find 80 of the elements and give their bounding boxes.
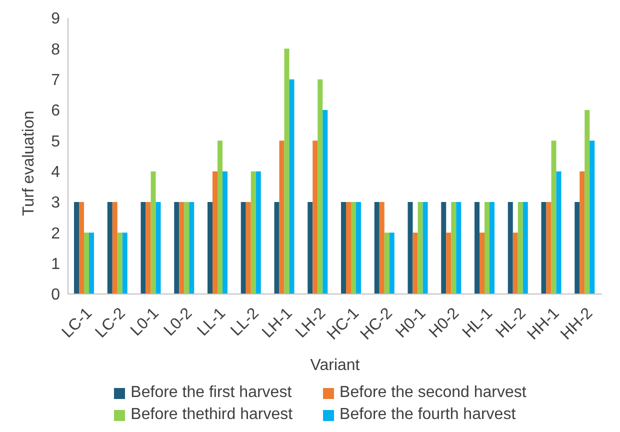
bar	[150, 171, 156, 294]
bar	[412, 232, 418, 294]
bar	[184, 202, 190, 294]
legend-label: Before the fourth harvest	[340, 406, 516, 424]
y-tick-label: 5	[51, 133, 60, 150]
bar	[246, 202, 251, 294]
bar	[518, 202, 523, 294]
y-tick-label: 0	[51, 286, 60, 304]
bar	[322, 110, 328, 294]
bar	[212, 171, 218, 294]
bar	[574, 202, 580, 294]
bar	[79, 202, 84, 294]
bar	[384, 232, 390, 294]
bar	[250, 171, 256, 294]
bar	[107, 202, 112, 294]
bar	[117, 232, 122, 294]
bar	[556, 171, 562, 294]
bar	[222, 171, 228, 294]
bar	[580, 171, 585, 294]
bar	[279, 140, 284, 294]
bar	[308, 202, 313, 294]
bar	[480, 232, 485, 294]
bar	[179, 202, 184, 294]
legend-label: Before the second harvest	[340, 384, 526, 402]
bar	[284, 48, 290, 294]
bar	[446, 232, 452, 294]
bar	[379, 202, 384, 294]
legend-label: Before thethird harvest	[130, 406, 293, 424]
bar	[422, 202, 428, 294]
bar	[374, 202, 380, 294]
bar	[289, 79, 294, 294]
bar	[408, 202, 413, 294]
bar	[208, 202, 213, 294]
bar	[356, 202, 362, 294]
y-tick-label: 9	[51, 10, 60, 28]
legend-label: Before the first harvest	[130, 384, 292, 402]
bar	[140, 202, 146, 294]
bar	[240, 202, 246, 294]
bar	[312, 140, 318, 294]
bar	[451, 202, 456, 294]
bar	[441, 202, 446, 294]
bar	[508, 202, 513, 294]
bar	[490, 202, 495, 294]
y-tick-label: 7	[51, 72, 60, 90]
bar	[389, 232, 394, 294]
y-tick-label: 1	[51, 256, 60, 274]
bar	[74, 202, 80, 294]
bar	[174, 202, 180, 294]
bar	[318, 79, 323, 294]
y-tick-label: 3	[51, 194, 60, 212]
bar	[456, 202, 462, 294]
bar	[256, 171, 261, 294]
bar	[341, 202, 346, 294]
bar	[218, 140, 223, 294]
bar	[546, 202, 552, 294]
bar	[146, 202, 151, 294]
y-tick-label: 6	[51, 102, 60, 120]
bar	[522, 202, 528, 294]
bar	[84, 232, 90, 294]
bar	[351, 202, 356, 294]
bar	[512, 232, 518, 294]
bar	[584, 110, 590, 294]
y-tick-label: 8	[51, 41, 60, 58]
bar	[590, 140, 595, 294]
bar	[418, 202, 423, 294]
bar	[551, 140, 556, 294]
bar	[484, 202, 490, 294]
bar	[541, 202, 546, 294]
bar	[112, 202, 118, 294]
bar	[346, 202, 352, 294]
bar	[122, 232, 128, 294]
bar	[189, 202, 194, 294]
y-tick-label: 4	[51, 164, 60, 182]
bar	[89, 232, 94, 294]
bar	[474, 202, 480, 294]
y-axis-title: Turf evaluation	[20, 110, 38, 216]
x-axis-title: Variant	[310, 357, 360, 374]
y-tick-label: 2	[51, 225, 60, 242]
bar	[274, 202, 280, 294]
bar	[156, 202, 161, 294]
